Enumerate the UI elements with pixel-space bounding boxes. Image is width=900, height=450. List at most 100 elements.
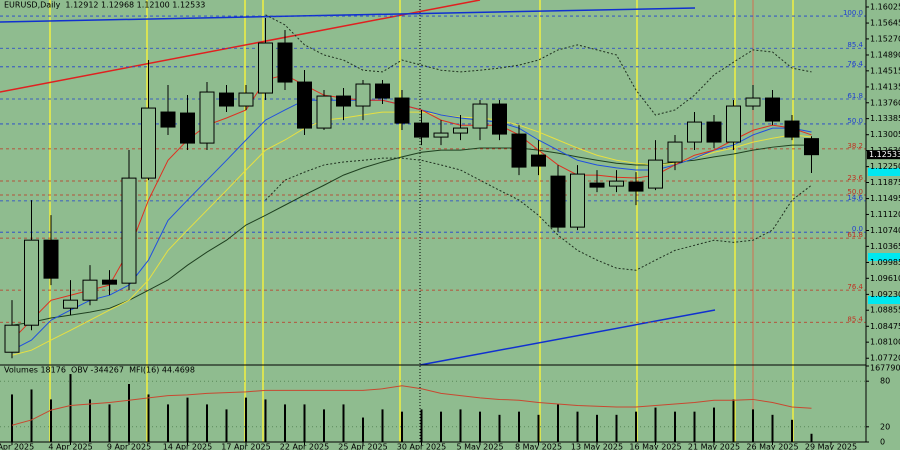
x-tick-label: 25 Apr 2025 (338, 443, 387, 450)
y-tick-label: 1.11495 (870, 194, 900, 203)
volume-bar (693, 411, 696, 442)
y-tick-label: 1.08855 (870, 306, 900, 315)
volume-bar (771, 414, 774, 442)
volume-bar (30, 389, 33, 442)
y2-tick-label: 0 (880, 438, 885, 447)
y-tick-label: 1.15645 (870, 19, 900, 28)
candle-body (609, 180, 624, 187)
x-tick-label: 8 May 2025 (515, 443, 562, 450)
volume-bar (225, 409, 228, 442)
y-tick-label: 1.08100 (870, 338, 900, 347)
candle-body (492, 103, 507, 135)
volume-bar (713, 407, 715, 442)
y-tick-label: 1.12250 (870, 162, 900, 171)
candle-body (628, 181, 644, 192)
volume-bar (791, 419, 793, 442)
candle-body (453, 127, 468, 134)
volume-bar (69, 374, 72, 442)
candle-body (667, 141, 683, 163)
volume-bar (596, 414, 598, 442)
candle-body (277, 42, 293, 83)
volume-bar (732, 399, 735, 442)
x-tick-label: 13 May 2025 (571, 443, 623, 450)
candle-body (199, 91, 215, 144)
x-tick-label: 14 Apr 2025 (163, 443, 212, 450)
y-tick-label: 1.11875 (870, 178, 900, 187)
candle-body (180, 112, 195, 144)
volume-bar (479, 411, 481, 442)
y-tick-label: 1.10365 (870, 242, 900, 251)
y2-tick-label: 80 (880, 377, 890, 386)
candle-body (394, 97, 410, 124)
fib-label: 0.0 (852, 225, 863, 233)
chart-title: EURUSD,Daily 1.12912 1.12968 1.12100 1.1… (4, 1, 205, 10)
volume-bar (537, 414, 540, 442)
volume-bar (303, 404, 306, 442)
volume-bar (323, 409, 325, 442)
x-tick-label: 9 Apr 2025 (107, 443, 151, 450)
candle-body (531, 154, 546, 167)
candle-body (472, 103, 488, 129)
fib-label: 85.4 (847, 315, 863, 323)
candle-body (82, 279, 98, 301)
x-tick-label: 26 May 2025 (746, 443, 798, 450)
overlay-line (265, 157, 812, 271)
candle-body (589, 182, 605, 188)
x-tick-label: 21 May 2025 (688, 443, 740, 450)
volume-bar (11, 394, 13, 442)
candle-body (511, 133, 527, 168)
volume-bar (654, 407, 657, 442)
overlay-line (11, 74, 812, 341)
y-tick-label: 1.10740 (870, 226, 900, 235)
candle-body (258, 42, 273, 94)
price-box (867, 150, 900, 160)
volume-bar (810, 433, 813, 442)
volume-bar (635, 411, 637, 442)
candle-body (297, 81, 312, 129)
fib-label: 50.0 (847, 188, 863, 196)
candle-body (121, 177, 137, 284)
candle-body (570, 173, 585, 228)
y-tick-label: 1.09985 (870, 258, 900, 267)
candle-body (160, 111, 176, 128)
y-tick-label: 1.08475 (870, 322, 900, 331)
candle-body (706, 121, 722, 143)
candle-body (336, 95, 351, 107)
fib-label: 61.8 (847, 92, 863, 100)
trend-line (0, 0, 481, 93)
volume-bar (615, 414, 618, 442)
volume-bar (459, 409, 462, 442)
candle-body (24, 239, 39, 326)
y-tick-label: 1.11120 (870, 210, 900, 219)
candle-body (355, 83, 371, 107)
volume-bar (89, 399, 91, 442)
fib-label: 76.4 (847, 60, 863, 68)
trend-line (419, 309, 716, 366)
candle-body (433, 132, 449, 138)
indicator-label: Volumes 18176 OBV -344267 MFI(16) 44.469… (4, 366, 195, 375)
fib-label: 100.0 (843, 9, 863, 17)
fib-label: 76.4 (847, 283, 863, 291)
candle-body (765, 97, 780, 122)
y-tick-label: 1.07720 (870, 354, 900, 363)
fib-label: 50.0 (847, 117, 863, 125)
x-tick-label: 5 May 2025 (456, 443, 503, 450)
fib-label: 14.6 (847, 194, 863, 202)
volume-bar (342, 404, 345, 442)
trend-line (0, 7, 696, 23)
candle-body (648, 159, 663, 189)
y-tick-label: 1.14135 (870, 82, 900, 91)
y-tick-label: 1.13385 (870, 114, 900, 123)
y-tick-label: 1.13005 (870, 130, 900, 139)
volume-bar (498, 414, 501, 442)
volume-bar (147, 394, 150, 442)
candle-body (550, 175, 566, 228)
volume-bar (401, 411, 403, 442)
price-marker (868, 168, 900, 176)
volume-bar (50, 399, 52, 442)
candle-body (141, 107, 156, 179)
